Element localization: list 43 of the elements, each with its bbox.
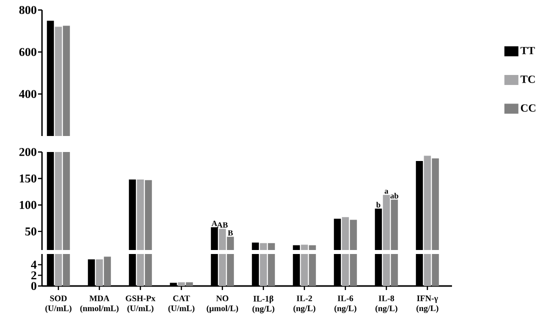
- bar: [308, 254, 316, 286]
- legend-label: CC: [520, 104, 536, 112]
- bar: [268, 254, 275, 286]
- x-tick-label: IL-2 (ng/L): [293, 296, 316, 313]
- x-tick-label: NO (μmol/L): [206, 296, 238, 313]
- bar: [342, 254, 349, 286]
- bar: [390, 254, 398, 286]
- bar: [382, 254, 390, 286]
- bar: [96, 259, 103, 286]
- bar: [432, 254, 439, 286]
- bar: [260, 254, 267, 286]
- bar: [62, 254, 70, 286]
- x-tick-label: IL-6 (ng/L): [334, 296, 356, 313]
- bar: [424, 254, 431, 286]
- y-tick-label: 0: [31, 282, 36, 290]
- x-tick-label: MDA (nmol/mL): [80, 296, 119, 313]
- y-tick-label: 4: [30, 260, 37, 269]
- legend-label: TC: [520, 76, 535, 83]
- x-tick-label: GSH-Px (U/mL): [126, 296, 156, 313]
- x-tick-label: SOD (U/mL): [45, 296, 72, 313]
- bar: [226, 254, 234, 286]
- bar: [178, 282, 185, 286]
- y-tick-label: 100: [20, 200, 36, 209]
- bar: [54, 254, 62, 286]
- x-tick-label: IL-1β (ng/L): [252, 296, 274, 314]
- bar: [350, 254, 357, 286]
- y-tick-label: 2: [31, 271, 36, 280]
- bar: [218, 254, 226, 286]
- bar: [300, 254, 308, 286]
- bar: [186, 282, 193, 286]
- x-tick-label: CAT (U/mL): [168, 296, 194, 313]
- y-tick-label: 200: [19, 148, 36, 156]
- y-tick-label: 600: [19, 48, 36, 56]
- bar: [144, 254, 152, 286]
- x-tick-label: IL-8 (ng/L): [375, 296, 398, 313]
- x-tick-label: IFN-γ (ng/L): [416, 296, 438, 313]
- y-tick-label: 400: [19, 90, 36, 98]
- legend-label: TT: [520, 46, 535, 54]
- bar: [104, 256, 111, 286]
- bar: [136, 254, 144, 286]
- y-tick-label: 800: [19, 6, 36, 14]
- y-tick-label: 150: [20, 174, 36, 183]
- y-tick-label: 50: [25, 227, 36, 236]
